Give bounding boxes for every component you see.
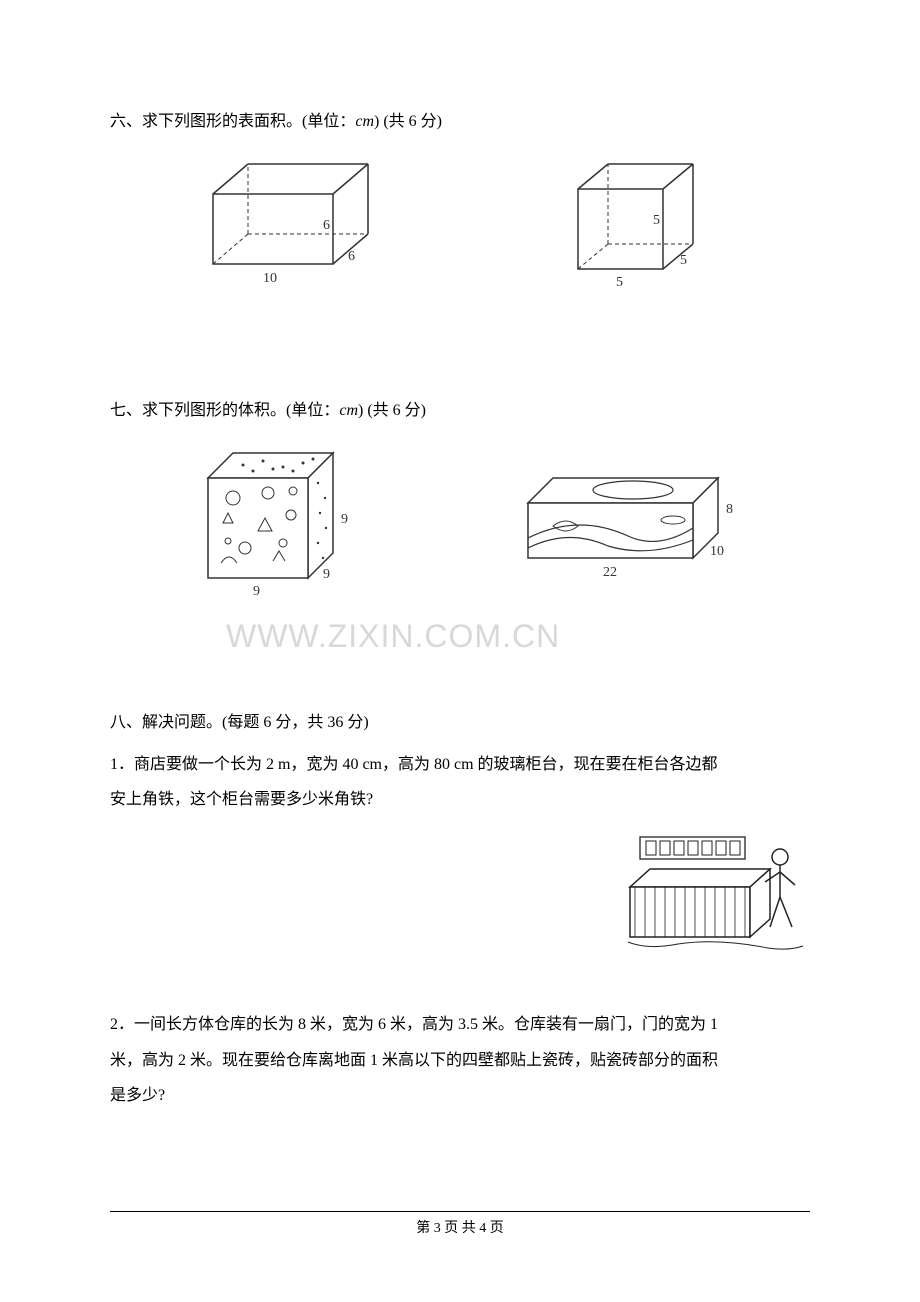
section-7-figures: 9 9 9 8 [110,443,810,618]
counter-illustration-wrap [110,827,810,957]
section-7-title: 七、求下列图形的体积。(单位：cm) (共 6 分) [110,399,810,423]
footer-page-number: 第 3 页 共 4 页 [0,1217,920,1237]
section-6-figures: 6 6 10 5 5 5 [110,154,810,299]
watermark-text: WWW.ZIXIN.COM.CN [226,618,560,655]
cuboid-depth-label: 6 [348,249,355,264]
cube-height-label: 5 [653,213,660,228]
q8-1-line2: 安上角铁，这个柜台需要多少米角铁? [110,782,810,817]
cube-width-label: 5 [616,275,623,290]
section-6-title: 六、求下列图形的表面积。(单位：cm) (共 6 分) [110,110,810,134]
cube9-edge-1: 9 [341,512,348,527]
s7-pre: 七、求下列图形的体积。(单位： [110,402,339,419]
cuboid-height-label: 6 [323,218,330,233]
q8-1-line1: 1．商店要做一个长为 2 m，宽为 40 cm，高为 80 cm 的玻璃柜台，现… [110,747,810,782]
cuboid-width-label: 10 [263,271,277,286]
counter-illustration [620,827,810,957]
box-length-label: 22 [603,565,617,580]
cube-figure: 5 5 5 [558,154,728,299]
footer-divider [110,1211,810,1212]
q8-1: 1．商店要做一个长为 2 m，宽为 40 cm，高为 80 cm 的玻璃柜台，现… [110,747,810,817]
s6-pre: 六、求下列图形的表面积。(单位： [110,113,355,130]
box-width-label: 10 [710,544,724,559]
s7-post: ) (共 6 分) [358,402,426,419]
q8-2-line2: 米，高为 2 米。现在要给仓库离地面 1 米高以下的四壁都贴上瓷砖，贴瓷砖部分的… [110,1043,810,1078]
q8-2-line3: 是多少? [110,1078,810,1113]
s6-post: ) (共 6 分) [374,113,442,130]
decorated-cube-figure: 9 9 9 [173,443,373,618]
cube9-edge-3: 9 [253,584,260,599]
s6-unit: cm [355,113,374,130]
s7-unit: cm [339,402,358,419]
tissue-box-figure: 8 10 22 [498,458,748,603]
cuboid-figure: 6 6 10 [193,154,393,299]
cube9-edge-2: 9 [323,567,330,582]
q8-2-line1: 2．一间长方体仓库的长为 8 米，宽为 6 米，高为 3.5 米。仓库装有一扇门… [110,1007,810,1042]
q8-2: 2．一间长方体仓库的长为 8 米，宽为 6 米，高为 3.5 米。仓库装有一扇门… [110,1007,810,1113]
section-8-title: 八、解决问题。(每题 6 分，共 36 分) [110,708,810,732]
box-height-label: 8 [726,502,733,517]
cube-depth-label: 5 [680,253,687,268]
